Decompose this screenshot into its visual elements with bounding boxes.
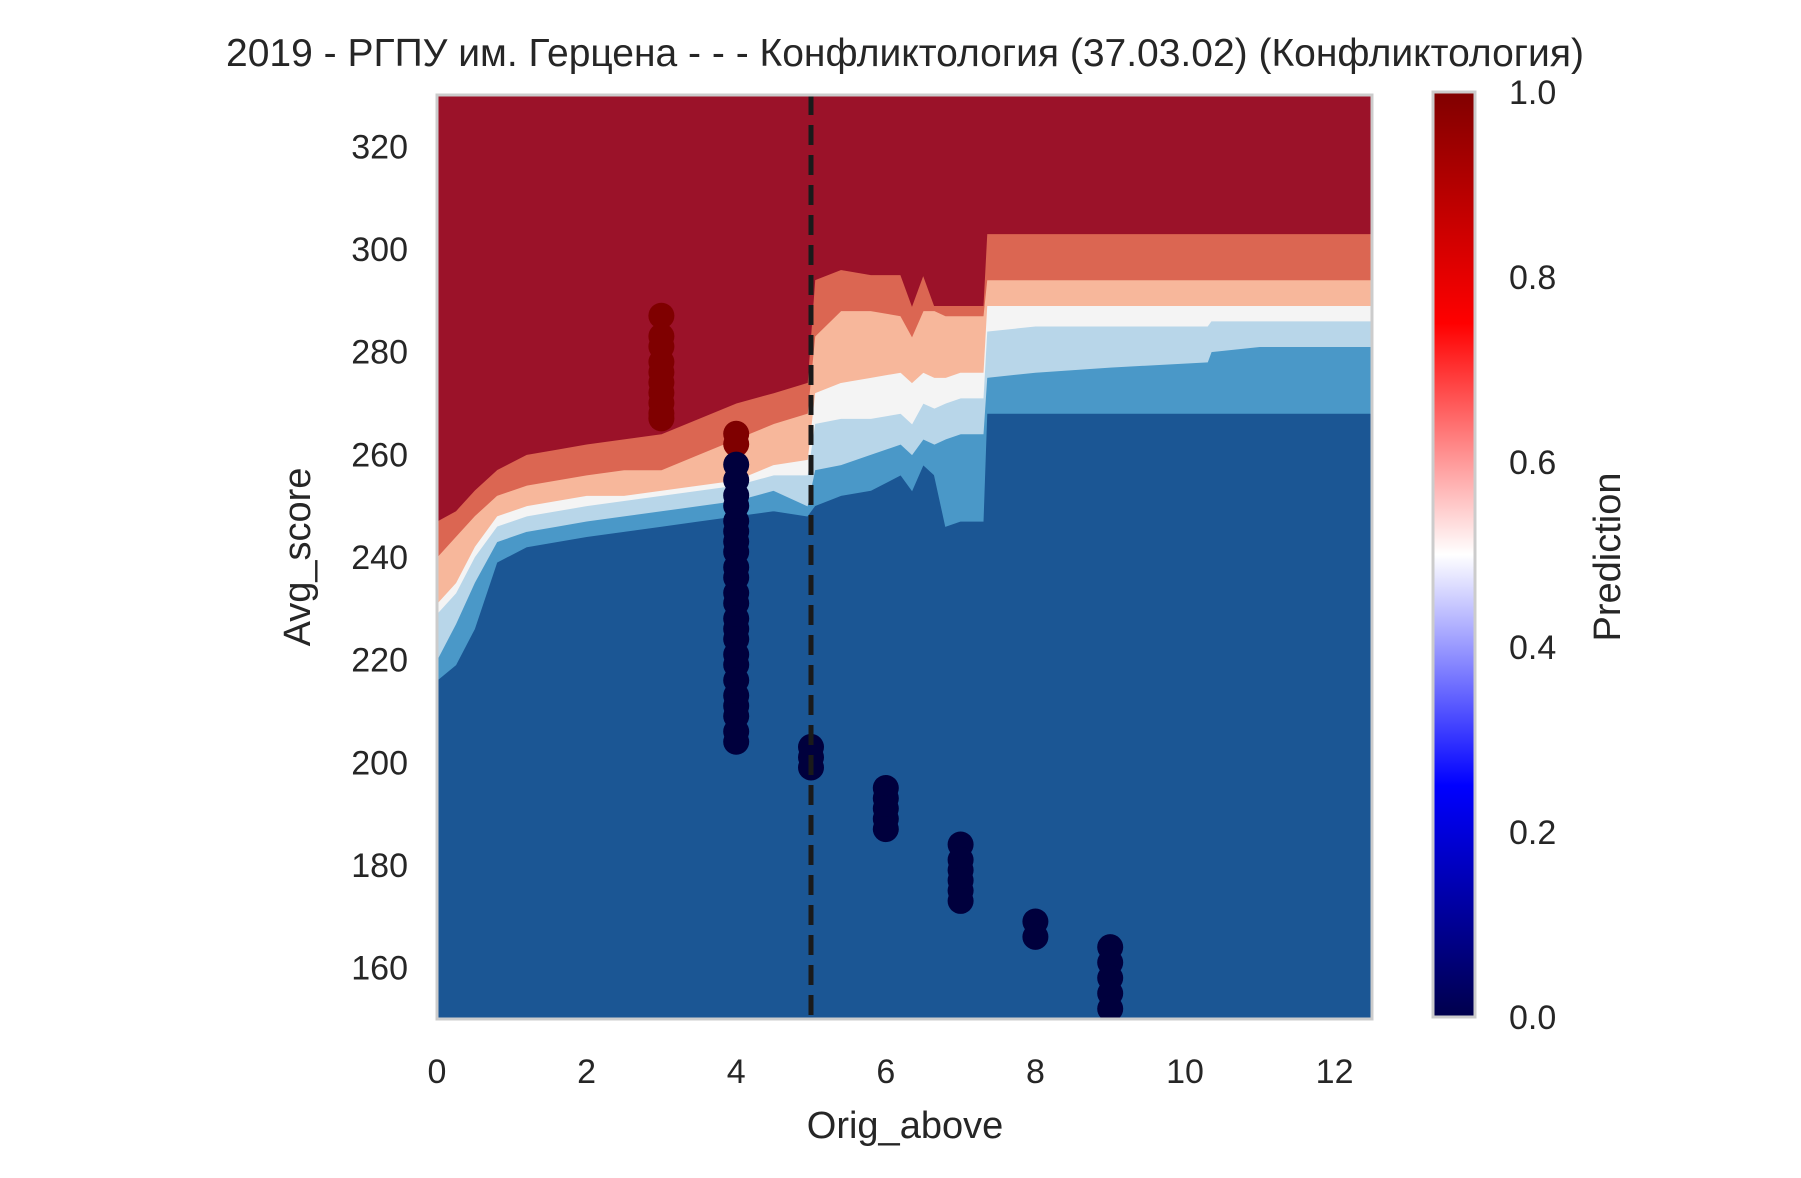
y-tick-label: 160 (351, 950, 408, 988)
x-axis-ticks: 0 2 4 6 8 10 12 (428, 1053, 1354, 1091)
contour-bands (437, 95, 1372, 1019)
y-tick-label: 220 (351, 642, 408, 680)
y-tick-label: 240 (351, 539, 408, 577)
scatter-point (947, 887, 974, 914)
x-tick-label: 8 (1026, 1053, 1045, 1091)
x-axis-label: Orig_above (807, 1105, 1003, 1147)
y-tick-label: 300 (351, 231, 408, 269)
colorbar-tick-label: 0.4 (1509, 629, 1556, 667)
x-tick-label: 0 (428, 1053, 447, 1091)
x-tick-label: 10 (1166, 1053, 1204, 1091)
x-tick-label: 6 (876, 1053, 895, 1091)
scatter-point (872, 816, 899, 843)
y-tick-label: 320 (351, 128, 408, 166)
scatter-point (723, 728, 750, 755)
scatter-point (723, 431, 750, 458)
colorbar-tick-label: 0.2 (1509, 814, 1556, 852)
chart-title: 2019 - РГПУ им. Герцена - - - Конфликтол… (226, 32, 1584, 75)
x-tick-label: 2 (577, 1053, 596, 1091)
scatter-point (1097, 995, 1124, 1019)
colorbar-gradient (1431, 90, 1477, 1019)
x-tick-label: 4 (727, 1053, 746, 1091)
scatter-points (648, 302, 1124, 1019)
colorbar-label: Prediction (1587, 473, 1629, 642)
scatter-point (1022, 923, 1049, 950)
y-axis-label: Avg_score (277, 468, 319, 647)
y-axis-ticks: 160 180 200 220 240 260 280 300 320 (351, 128, 408, 987)
colorbar-ticks: 0.0 0.2 0.4 0.6 0.8 1.0 (1509, 74, 1556, 1037)
x-tick-label: 12 (1316, 1053, 1354, 1091)
scatter-point (648, 405, 675, 432)
y-tick-label: 280 (351, 334, 408, 372)
y-tick-label: 200 (351, 744, 408, 782)
colorbar-tick-label: 0.6 (1509, 444, 1556, 482)
plot-area (437, 95, 1372, 1019)
colorbar: 0.0 0.2 0.4 0.6 0.8 1.0 Prediction (1431, 74, 1629, 1037)
colorbar-tick-label: 0.8 (1509, 259, 1556, 297)
colorbar-tick-label: 1.0 (1509, 74, 1556, 112)
scatter-point (648, 302, 675, 329)
y-tick-label: 180 (351, 847, 408, 885)
colorbar-tick-label: 0.0 (1509, 999, 1556, 1037)
y-tick-label: 260 (351, 436, 408, 474)
plot-frame (435, 93, 1374, 1021)
